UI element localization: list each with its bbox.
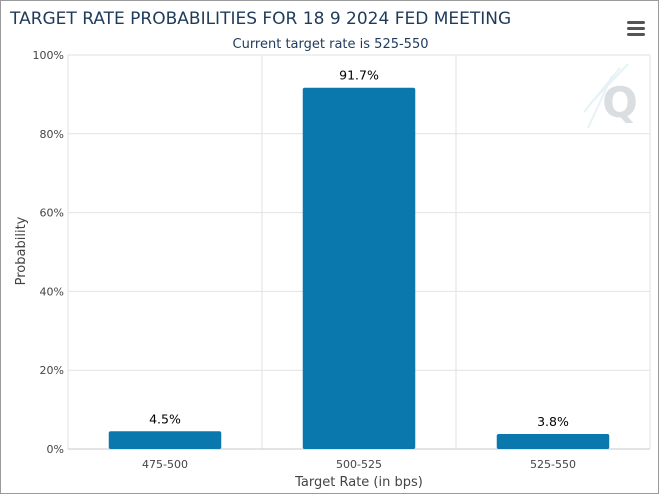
data-label: 3.8% [537, 414, 569, 429]
cme-q-logo: Q [583, 63, 638, 129]
data-label: 4.5% [149, 411, 181, 426]
y-tick-label: 80% [40, 128, 64, 141]
y-tick-label: 60% [40, 207, 64, 220]
x-tick-label: 475-500 [142, 458, 188, 471]
y-tick-label: 20% [40, 364, 64, 377]
y-tick-label: 0% [47, 443, 64, 456]
data-label: 91.7% [339, 68, 379, 83]
hamburger-menu-icon[interactable] [627, 21, 645, 37]
bar-525-550[interactable] [496, 434, 610, 449]
bar-475-500[interactable] [108, 431, 222, 449]
y-axis-title: Probability [14, 216, 29, 285]
chart-title: TARGET RATE PROBABILITIES FOR 18 9 2024 … [10, 9, 512, 29]
x-tick-label: 525-550 [530, 458, 576, 471]
bar-500-525[interactable] [302, 87, 416, 450]
y-tick-label: 100% [33, 49, 64, 62]
x-axis-title: Target Rate (in bps) [294, 475, 423, 490]
x-tick-label: 500-525 [336, 458, 382, 471]
y-tick-label: 40% [40, 285, 64, 298]
chart-subtitle: Current target rate is 525-550 [232, 37, 429, 52]
svg-text:Q: Q [602, 78, 638, 127]
